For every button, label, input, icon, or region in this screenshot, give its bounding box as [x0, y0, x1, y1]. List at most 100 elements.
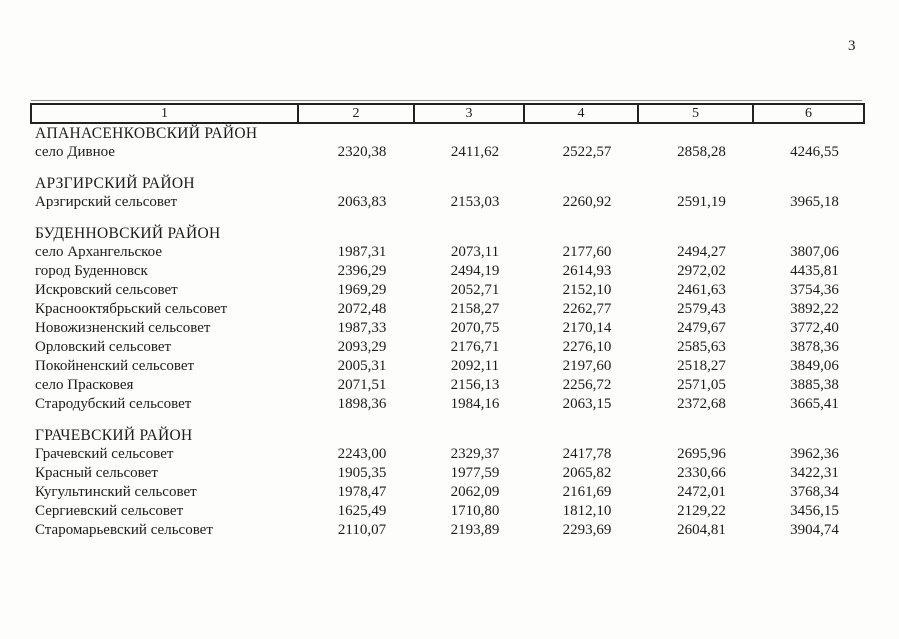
section-header-row: БУДЕННОВСКИЙ РАЙОН — [31, 224, 864, 243]
value-cell: 3962,36 — [790, 446, 839, 462]
value-cell: 2197,60 — [562, 358, 612, 374]
value-cell: 3456,15 — [790, 503, 839, 519]
spacer-row — [31, 162, 864, 174]
territory-name: Новожизненский сельсовет — [35, 320, 211, 336]
value-cell: 3665,41 — [790, 396, 839, 412]
section-header-row: АПАНАСЕНКОВСКИЙ РАЙОН — [31, 123, 864, 143]
section-header-row: АРЗГИРСКИЙ РАЙОН — [31, 174, 864, 193]
value-cell: 3422,31 — [790, 465, 839, 481]
value-cell: 4435,81 — [790, 263, 839, 279]
value-cell: 2417,78 — [562, 446, 612, 462]
territory-name: город Буденновск — [35, 263, 148, 279]
value-cell: 2472,01 — [677, 484, 726, 500]
value-cell: 3754,36 — [790, 282, 839, 298]
value-cell: 2591,19 — [677, 194, 726, 210]
data-row: Старомарьевский сельсовет 2110,07 2193,89 2… — [31, 521, 864, 540]
value-cell: 3849,06 — [790, 358, 839, 374]
territory-name: Кугультинский сельсовет — [35, 484, 197, 500]
value-cell: 2614,93 — [562, 263, 612, 279]
data-row: город Буденновск 2396,29 2494,19 2614,93 297… — [31, 262, 864, 281]
section-title: БУДЕННОВСКИЙ РАЙОН — [35, 224, 221, 242]
territory-name: Орловский сельсовет — [35, 339, 172, 355]
rates-table: 1 2 3 4 5 6 АПАНАСЕНКОВСКИЙ РАЙОН село Ди… — [30, 103, 865, 540]
spacer-cell — [31, 414, 864, 426]
data-row: Покойненский сельсовет 2005,31 2092,11 2197… — [31, 357, 864, 376]
spacer-row — [31, 414, 864, 426]
page-number: 3 — [848, 38, 856, 54]
value-cell: 1984,16 — [450, 396, 500, 412]
data-row: село Прасковея 2071,51 2156,13 2256,72 2571,… — [31, 376, 864, 395]
data-row: Орловский сельсовет 2093,29 2176,71 2276,10… — [31, 338, 864, 357]
value-cell: 1987,31 — [337, 244, 387, 260]
data-row: село Архангельское 1987,31 2073,11 2177,60 2… — [31, 243, 864, 262]
value-cell: 2065,82 — [562, 465, 612, 481]
data-row: Новожизненский сельсовет 1987,33 2070,75 21… — [31, 319, 864, 338]
value-cell: 2320,38 — [337, 144, 387, 160]
spacer-row — [31, 212, 864, 224]
value-cell: 2129,22 — [677, 503, 726, 519]
territory-name: село Архангельское — [35, 244, 163, 260]
value-cell: 2072,48 — [337, 301, 387, 317]
data-row: село Дивное 2320,38 2411,62 2522,57 2858,28 4… — [31, 143, 864, 162]
value-cell: 2372,68 — [677, 396, 726, 412]
value-cell: 2571,05 — [677, 377, 726, 393]
value-cell: 2461,63 — [677, 282, 726, 298]
value-cell: 3772,40 — [790, 320, 839, 336]
value-cell: 2170,14 — [562, 320, 612, 336]
value-cell: 2262,77 — [562, 301, 612, 317]
value-cell: 2176,71 — [450, 339, 500, 355]
value-cell: 4246,55 — [790, 144, 839, 160]
data-row: Грачевский сельсовет 2243,00 2329,37 2417,7… — [31, 445, 864, 464]
territory-name: Грачевский сельсовет — [35, 446, 174, 462]
column-header-2: 2 — [297, 103, 415, 124]
data-row: Арзгирский сельсовет 2063,83 2153,03 2260,9… — [31, 193, 864, 212]
value-cell: 1978,47 — [337, 484, 387, 500]
value-cell: 2494,19 — [450, 263, 500, 279]
territory-name: Арзгирский сельсовет — [35, 194, 178, 210]
value-cell: 1987,33 — [337, 320, 387, 336]
value-cell: 3965,18 — [790, 194, 839, 210]
data-row: Стародубский сельсовет 1898,36 1984,16 2063… — [31, 395, 864, 414]
section-title: АРЗГИРСКИЙ РАЙОН — [35, 174, 195, 192]
value-cell: 2161,69 — [562, 484, 612, 500]
value-cell: 3807,06 — [790, 244, 839, 260]
value-cell: 2411,62 — [450, 144, 500, 160]
value-cell: 2695,96 — [677, 446, 726, 462]
value-cell: 1898,36 — [337, 396, 387, 412]
value-cell: 2329,37 — [450, 446, 500, 462]
value-cell: 2256,72 — [562, 377, 612, 393]
value-cell: 2293,69 — [562, 522, 612, 538]
value-cell: 1905,35 — [337, 465, 387, 481]
scan-artifact-rule — [31, 100, 862, 101]
value-cell: 2276,10 — [562, 339, 612, 355]
value-cell: 2158,27 — [450, 301, 500, 317]
territory-name: Старомарьевский сельсовет — [35, 522, 213, 538]
value-cell: 2522,57 — [562, 144, 612, 160]
value-cell: 2177,60 — [562, 244, 612, 260]
column-header-3: 3 — [413, 103, 525, 124]
value-cell: 1812,10 — [562, 503, 612, 519]
value-cell: 2092,11 — [450, 358, 500, 374]
territory-name: Красный сельсовет — [35, 465, 158, 481]
table-body: АПАНАСЕНКОВСКИЙ РАЙОН село Дивное 2320,38 2… — [31, 123, 864, 540]
column-header-4: 4 — [523, 103, 639, 124]
value-cell: 2260,92 — [562, 194, 612, 210]
data-row: Кугультинский сельсовет 1978,47 2062,09 216… — [31, 483, 864, 502]
section-title: АПАНАСЕНКОВСКИЙ РАЙОН — [35, 124, 258, 142]
value-cell: 2579,43 — [677, 301, 726, 317]
value-cell: 2156,13 — [450, 377, 500, 393]
column-header-1: 1 — [30, 103, 299, 124]
column-header-6: 6 — [752, 103, 865, 124]
data-row: Красный сельсовет 1905,35 1977,59 2065,82 23… — [31, 464, 864, 483]
value-cell: 2479,67 — [677, 320, 726, 336]
value-cell: 2153,03 — [450, 194, 500, 210]
spacer-cell — [31, 212, 864, 224]
value-cell: 2330,66 — [677, 465, 726, 481]
territory-name: Сергиевский сельсовет — [35, 503, 184, 519]
data-row: Искровский сельсовет 1969,29 2052,71 2152,1… — [31, 281, 864, 300]
value-cell: 2052,71 — [450, 282, 500, 298]
value-cell: 2063,83 — [337, 194, 387, 210]
value-cell: 2858,28 — [677, 144, 726, 160]
data-row: Сергиевский сельсовет 1625,49 1710,80 1812,… — [31, 502, 864, 521]
value-cell: 1977,59 — [450, 465, 500, 481]
